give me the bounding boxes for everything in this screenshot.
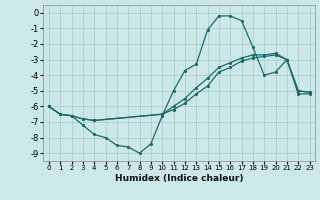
X-axis label: Humidex (Indice chaleur): Humidex (Indice chaleur) xyxy=(115,174,244,183)
